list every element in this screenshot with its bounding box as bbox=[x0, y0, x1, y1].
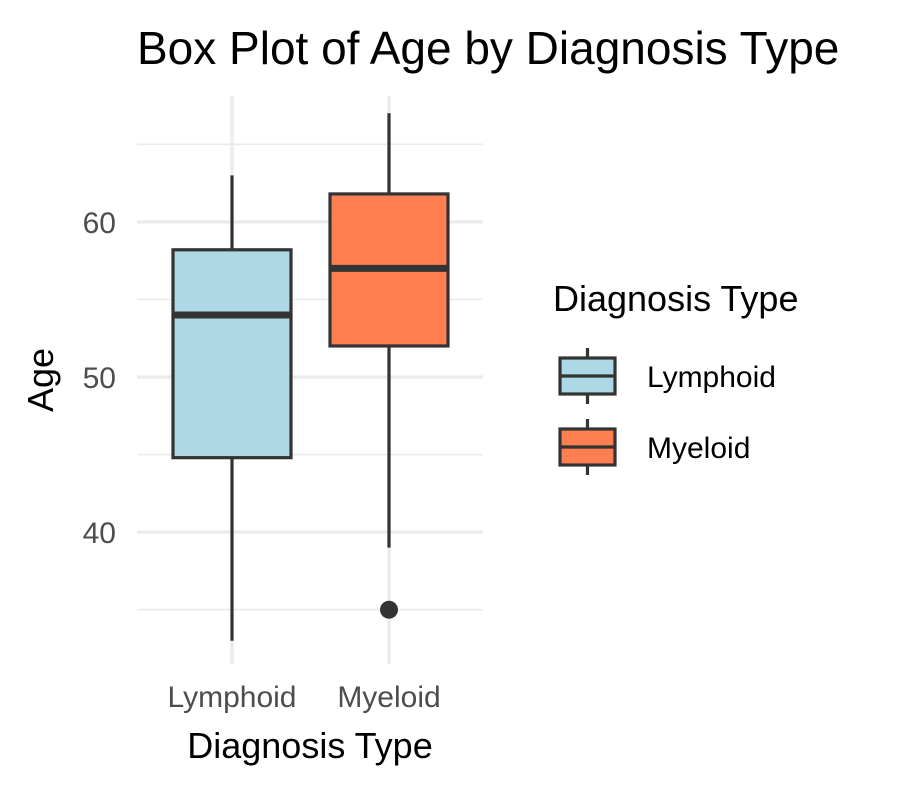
y-tick-label: 40 bbox=[83, 517, 116, 550]
legend-label: Myeloid bbox=[647, 432, 750, 465]
y-tick-label: 60 bbox=[83, 207, 116, 240]
chart-title: Box Plot of Age by Diagnosis Type bbox=[137, 22, 839, 74]
x-tick-label: Myeloid bbox=[337, 681, 440, 714]
legend-label: Lymphoid bbox=[647, 361, 776, 394]
axes: 40 50 60 Lymphoid Myeloid bbox=[83, 207, 441, 714]
box-body bbox=[171, 248, 293, 460]
y-axis-title: Age bbox=[20, 348, 61, 412]
y-tick-label: 50 bbox=[83, 362, 116, 395]
x-axis-title: Diagnosis Type bbox=[187, 725, 432, 766]
outlier-point bbox=[380, 600, 398, 619]
x-tick-label: Lymphoid bbox=[168, 681, 297, 714]
boxes bbox=[171, 113, 450, 641]
legend-title: Diagnosis Type bbox=[553, 278, 798, 319]
legend: Diagnosis Type Lymphoid Myeloid bbox=[553, 278, 798, 475]
